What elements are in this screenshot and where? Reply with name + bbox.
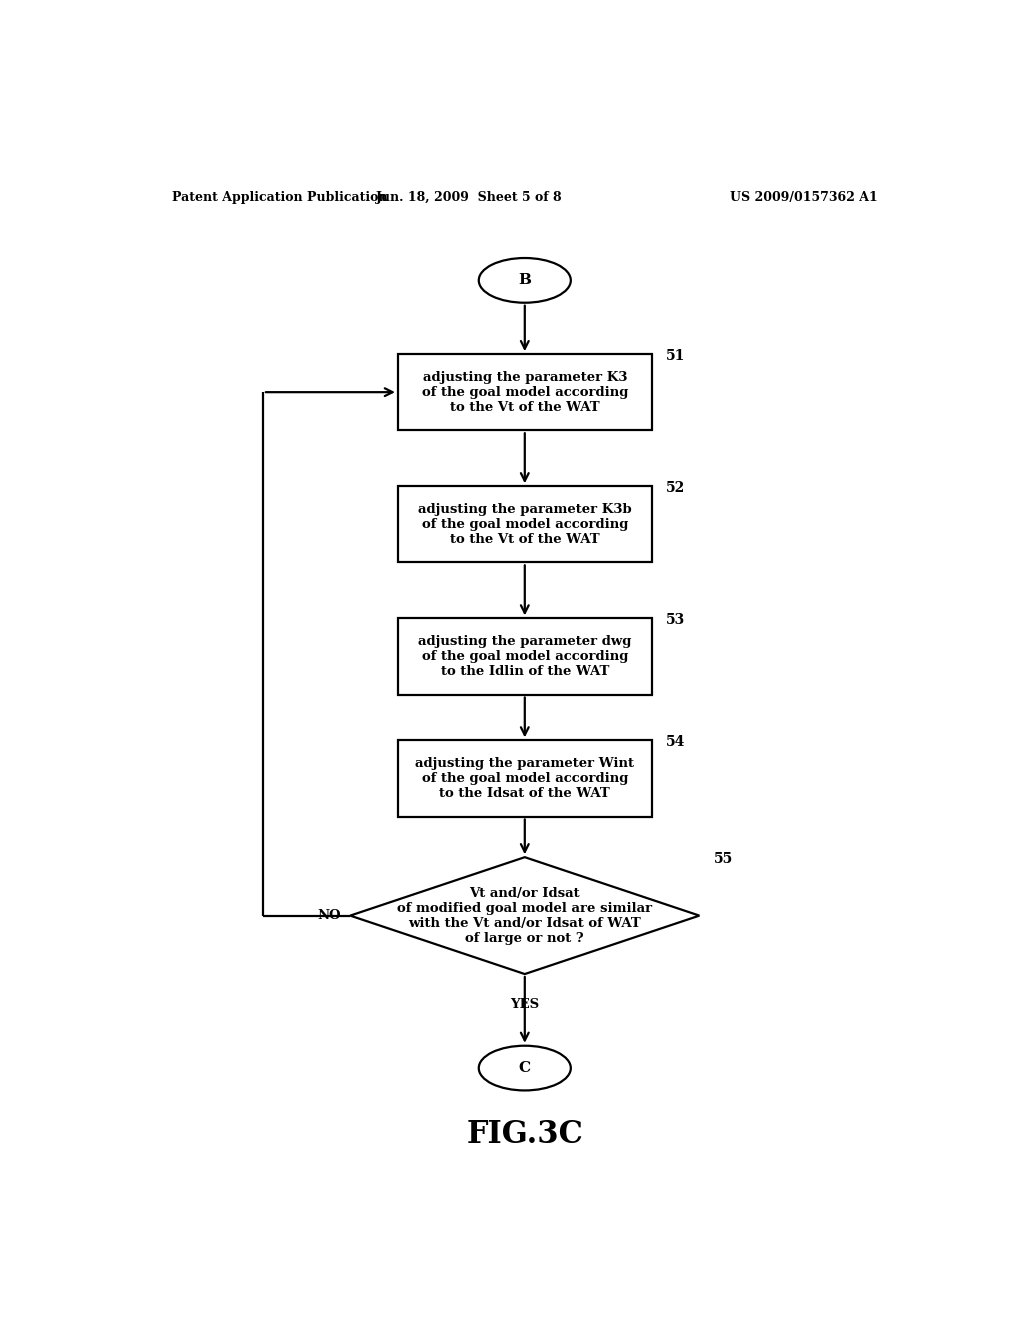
Polygon shape: [350, 857, 699, 974]
Text: C: C: [519, 1061, 530, 1074]
FancyBboxPatch shape: [397, 354, 651, 430]
Text: B: B: [518, 273, 531, 288]
Text: FIG.3C: FIG.3C: [466, 1118, 584, 1150]
Text: adjusting the parameter K3b
of the goal model according
to the Vt of the WAT: adjusting the parameter K3b of the goal …: [418, 503, 632, 545]
Text: YES: YES: [510, 998, 540, 1011]
Text: 55: 55: [714, 853, 733, 866]
Text: 51: 51: [666, 348, 685, 363]
Ellipse shape: [479, 257, 570, 302]
FancyBboxPatch shape: [397, 741, 651, 817]
Text: adjusting the parameter dwg
of the goal model according
to the Idlin of the WAT: adjusting the parameter dwg of the goal …: [418, 635, 632, 678]
Text: NO: NO: [317, 909, 341, 923]
FancyBboxPatch shape: [397, 486, 651, 562]
Text: 54: 54: [666, 735, 685, 750]
Text: 52: 52: [666, 480, 685, 495]
Text: Jun. 18, 2009  Sheet 5 of 8: Jun. 18, 2009 Sheet 5 of 8: [376, 190, 562, 203]
Text: Vt and/or Idsat
of modified goal model are similar
with the Vt and/or Idsat of W: Vt and/or Idsat of modified goal model a…: [397, 887, 652, 945]
Ellipse shape: [479, 1045, 570, 1090]
Text: 53: 53: [666, 614, 685, 627]
Text: adjusting the parameter K3
of the goal model according
to the Vt of the WAT: adjusting the parameter K3 of the goal m…: [422, 371, 628, 413]
FancyBboxPatch shape: [397, 618, 651, 694]
Text: Patent Application Publication: Patent Application Publication: [172, 190, 387, 203]
Text: adjusting the parameter Wint
of the goal model according
to the Idsat of the WAT: adjusting the parameter Wint of the goal…: [416, 756, 634, 800]
Text: US 2009/0157362 A1: US 2009/0157362 A1: [730, 190, 878, 203]
